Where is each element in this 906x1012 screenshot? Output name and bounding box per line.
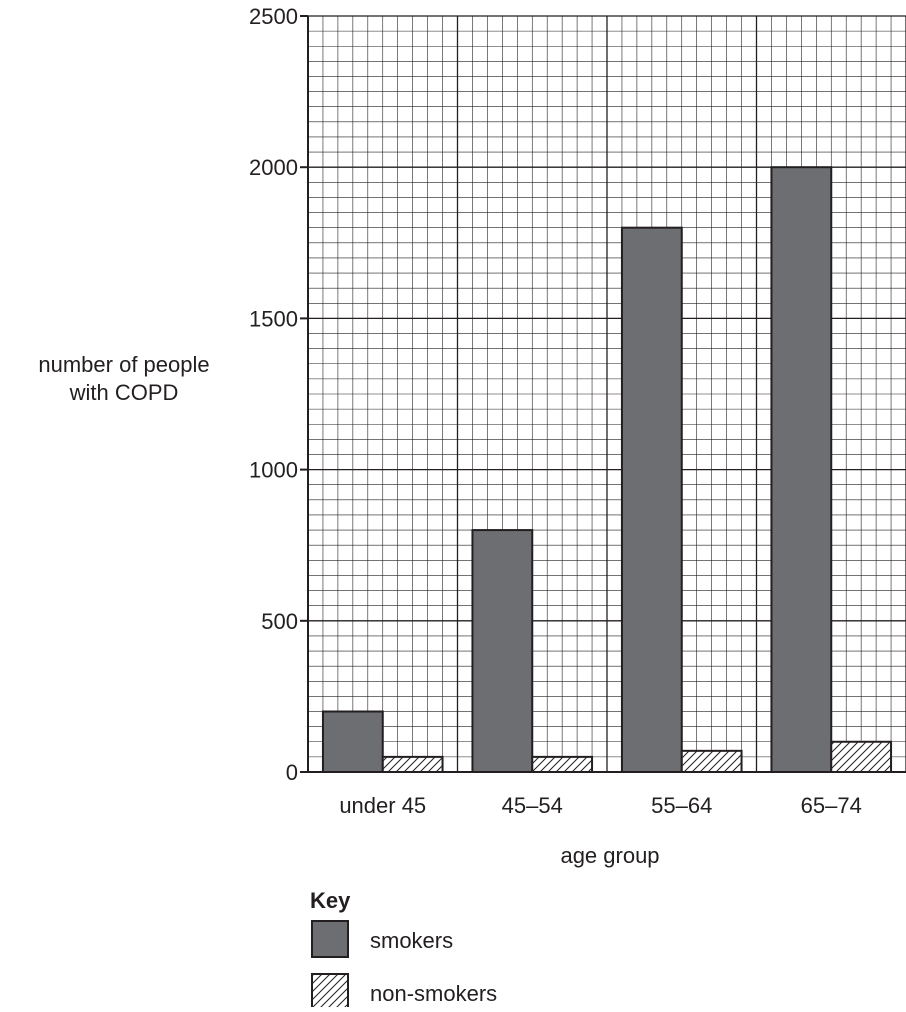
x-axis-label: age group bbox=[560, 843, 659, 868]
labels: number of people with COPD age group bbox=[38, 352, 659, 868]
y-tick-label: 500 bbox=[261, 609, 298, 634]
axes: under 45 45–54 55–64 65–74 0 500 1000 1500 2000 2… bbox=[249, 4, 906, 818]
x-tick-label: 45–54 bbox=[502, 793, 563, 818]
y-tick-label: 1000 bbox=[249, 458, 298, 483]
x-tick-label: 55–64 bbox=[651, 793, 712, 818]
bar-non-smokers-2 bbox=[680, 749, 743, 773]
bar-smokers-3 bbox=[770, 166, 833, 773]
bar-smokers-1 bbox=[471, 529, 534, 774]
x-tick-label: under 45 bbox=[339, 793, 426, 818]
legend-label: smokers bbox=[370, 928, 453, 953]
y-tick-label: 2500 bbox=[249, 4, 298, 29]
legend-title: Key bbox=[310, 888, 351, 913]
bars bbox=[321, 166, 893, 774]
bar-smokers-2 bbox=[620, 226, 683, 773]
bar-non-smokers-3 bbox=[830, 740, 893, 774]
bar-smokers-0 bbox=[321, 710, 384, 774]
legend-swatch-non-smokers bbox=[311, 973, 349, 1011]
x-tick-label: 65–74 bbox=[801, 793, 862, 818]
y-axis-label-line-2: with COPD bbox=[69, 380, 179, 405]
legend-label: non-smokers bbox=[370, 981, 497, 1006]
legend: Key smokers non-smokers bbox=[310, 888, 497, 1011]
bar-non-smokers-0 bbox=[381, 755, 444, 774]
y-tick-label: 1500 bbox=[249, 306, 298, 331]
legend-swatch-smokers bbox=[311, 920, 349, 958]
bar-non-smokers-1 bbox=[531, 755, 594, 774]
y-tick-label: 0 bbox=[286, 760, 298, 785]
y-axis-label-line-1: number of people bbox=[38, 352, 209, 377]
y-tick-label: 2000 bbox=[249, 155, 298, 180]
